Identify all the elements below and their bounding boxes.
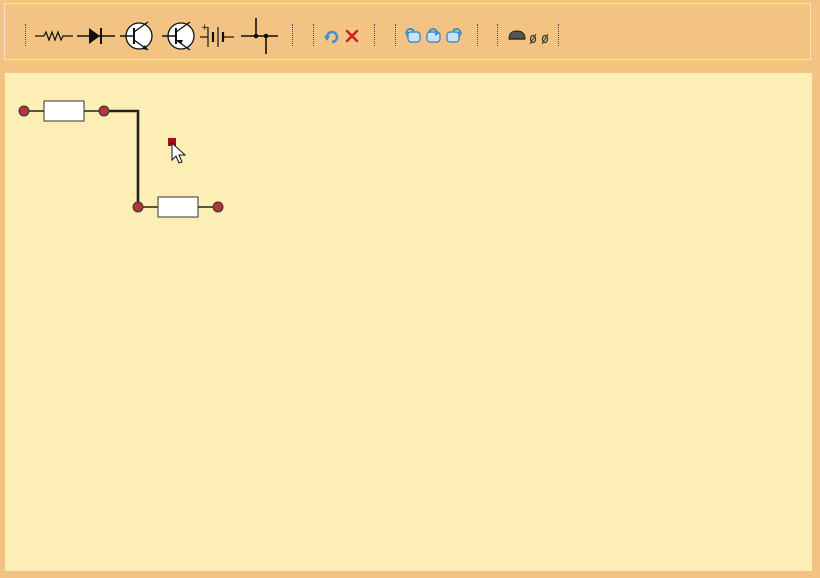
redo-button[interactable]: [444, 18, 463, 54]
npn-transistor-icon: [118, 19, 158, 53]
terminal-node[interactable]: [213, 202, 223, 212]
redo-icon: [444, 27, 463, 45]
toolbar-separator: [477, 24, 478, 46]
rotate-button[interactable]: [323, 18, 341, 54]
resistor-component[interactable]: [24, 101, 104, 121]
resistor-tool-button[interactable]: [35, 18, 75, 54]
battery-tool-button[interactable]: +: [200, 18, 236, 54]
delete-button[interactable]: [343, 18, 361, 54]
terminal-node[interactable]: [19, 106, 29, 116]
wire[interactable]: [104, 111, 138, 207]
undo-button[interactable]: [404, 18, 423, 54]
undo-icon: [404, 27, 423, 45]
circuit-diagram: [5, 73, 812, 571]
undo-redo-button[interactable]: [424, 18, 443, 54]
toolbar-separator: [292, 24, 293, 46]
toolbar: +: [4, 3, 811, 60]
resistor-component[interactable]: [138, 197, 218, 217]
battery-icon: +: [200, 21, 236, 51]
delete-x-icon: [344, 28, 360, 44]
rotate-icon: [323, 27, 341, 45]
undo-redo-icon: [424, 27, 443, 45]
circuit-canvas[interactable]: [5, 73, 812, 571]
toolbar-separator: [313, 24, 314, 46]
toolbar-separator: [25, 24, 26, 46]
junction-icon: [241, 17, 279, 55]
toolbar-separator: [395, 24, 396, 46]
toolbar-separator: [374, 24, 375, 46]
toolbar-separator: [558, 24, 559, 46]
diode-tool-button[interactable]: [77, 18, 117, 54]
probe-icon: [507, 26, 551, 46]
terminal-node[interactable]: [99, 106, 109, 116]
mouse-cursor-icon: [172, 143, 185, 163]
pnp-transistor-tool-button[interactable]: [160, 18, 200, 54]
diode-icon: [77, 24, 117, 48]
probe-button[interactable]: [507, 18, 551, 54]
toolbar-separator: [497, 24, 498, 46]
junction-tool-button[interactable]: [241, 18, 279, 54]
pnp-transistor-icon: [160, 19, 200, 53]
resistor-icon: [35, 26, 75, 46]
terminal-node[interactable]: [133, 202, 143, 212]
npn-transistor-tool-button[interactable]: [118, 18, 158, 54]
